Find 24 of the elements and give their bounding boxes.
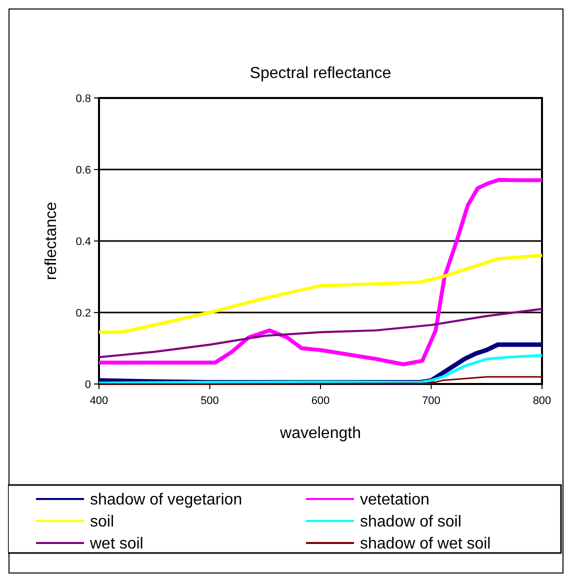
y-axis-title: reflectance	[43, 202, 60, 280]
line-series	[98, 354, 544, 384]
x-tick-label: 800	[532, 395, 552, 407]
legend-label: soil	[90, 514, 114, 531]
legend-label: wet soil	[89, 536, 144, 553]
line-series	[98, 308, 544, 358]
y-tick-label: 0.4	[76, 236, 91, 248]
y-tick-label: 0	[84, 378, 91, 391]
y-tick-label: 0.8	[76, 92, 91, 105]
x-axis-title: wavelength	[279, 425, 361, 442]
x-tick-label: 600	[311, 395, 330, 407]
line-series	[97, 178, 544, 366]
legend-label: shadow of vegetarion	[90, 492, 242, 509]
chart-title: Spectral reflectance	[250, 65, 392, 82]
legend-label: vetetation	[360, 492, 430, 509]
x-tick-label: 500	[200, 395, 219, 407]
legend-label: shadow of wet soil	[360, 536, 491, 553]
line-series	[97, 254, 544, 334]
x-tick-label: 700	[422, 395, 440, 407]
x-tick-label: 400	[90, 395, 108, 407]
line-series	[98, 376, 543, 385]
y-tick-label: 0.6	[76, 164, 91, 176]
legend-label: shadow of soil	[360, 514, 462, 531]
y-tick-label: 0.2	[76, 307, 91, 320]
